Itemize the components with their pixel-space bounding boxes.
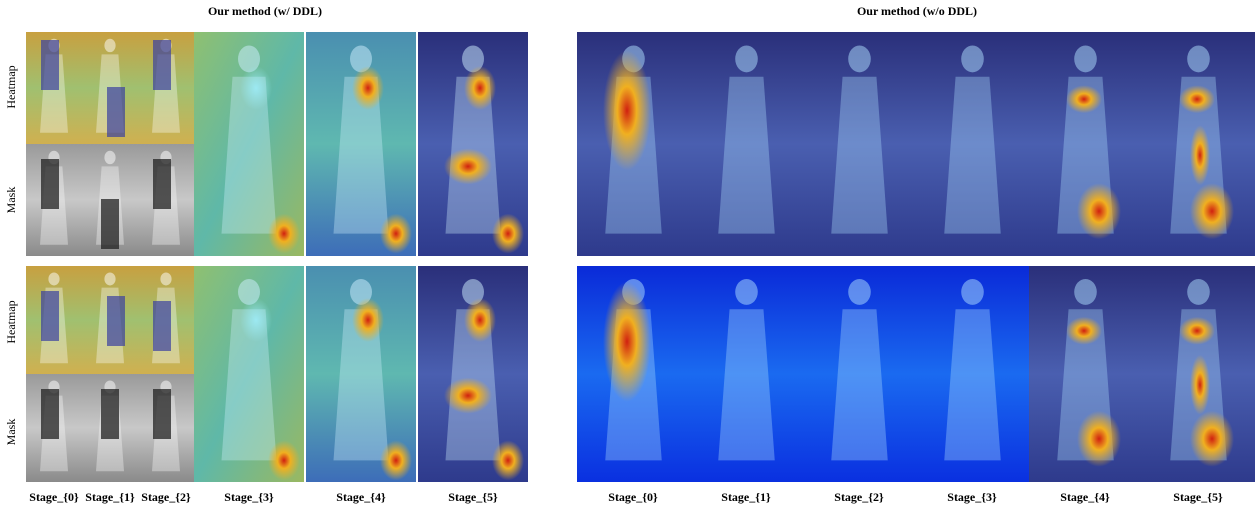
figure-shape: [104, 151, 115, 164]
masked-region: [107, 87, 125, 137]
stage-label: Stage_{4}: [1060, 490, 1110, 504]
heat-spot: [1190, 183, 1234, 239]
figure-shape: [961, 45, 984, 72]
figure-shape: [961, 279, 984, 305]
stage-label: Stage_{2}: [141, 490, 191, 504]
heat-spot: [1190, 355, 1210, 415]
heat-spot: [268, 214, 300, 254]
stage-label: Stage_{3}: [947, 490, 997, 504]
masked-region: [153, 301, 171, 351]
stage-label: Stage_{1}: [721, 490, 771, 504]
figure-shape: [1074, 279, 1097, 305]
heat-spot: [240, 66, 272, 110]
heat-spot: [1179, 85, 1215, 113]
heat-spot: [1179, 317, 1215, 345]
heat-spot: [380, 214, 412, 254]
heat-spot: [1190, 411, 1234, 467]
mask-region: [153, 159, 171, 209]
heat-spot: [240, 298, 272, 342]
mask-region: [41, 159, 59, 209]
figure-shape: [848, 279, 871, 305]
heat-spot: [464, 298, 496, 342]
stage-label: Stage_{2}: [834, 490, 884, 504]
row-label: Heatmap: [4, 65, 18, 108]
row-label: Heatmap: [4, 300, 18, 343]
heat-spot: [1077, 411, 1121, 467]
stage-label: Stage_{1}: [85, 490, 135, 504]
heat-spot: [603, 282, 651, 402]
heat-spot: [1190, 125, 1210, 185]
panel-title: Our method (w/ DDL): [208, 4, 322, 18]
stage-label: Stage_{5}: [448, 490, 498, 504]
heat-spot: [352, 66, 384, 110]
heat-spot: [1066, 317, 1102, 345]
mask-region: [101, 389, 119, 439]
stage-label: Stage_{5}: [1173, 490, 1223, 504]
heat-spot: [603, 50, 651, 170]
row-label: Mask: [4, 187, 18, 214]
heat-spot: [492, 440, 524, 480]
figure-shape: [1187, 45, 1210, 72]
row-label: Mask: [4, 419, 18, 446]
figure-shape: [1187, 279, 1210, 305]
masked-region: [41, 291, 59, 341]
mask-region: [101, 199, 119, 249]
figure-shape: [48, 272, 59, 285]
figure-shape: [735, 279, 758, 305]
figure: Our method (w/ DDL) Our method (w/o DDL)…: [0, 0, 1257, 513]
masked-region: [153, 40, 171, 90]
stage-label: Stage_{0}: [29, 490, 79, 504]
figure-shape: [160, 272, 171, 285]
stage-label: Stage_{4}: [336, 490, 386, 504]
stage-label: Stage_{3}: [224, 490, 274, 504]
figure-shape: [848, 45, 871, 72]
heat-spot: [464, 66, 496, 110]
heat-spot: [268, 440, 300, 480]
mask-region: [41, 389, 59, 439]
figure-shape: [1074, 45, 1097, 72]
masked-region: [41, 40, 59, 90]
figure-shape: [104, 272, 115, 285]
heat-spot: [352, 298, 384, 342]
panel-title: Our method (w/o DDL): [857, 4, 977, 18]
stage-label: Stage_{0}: [608, 490, 658, 504]
figure-shape: [735, 45, 758, 72]
heat-spot: [492, 214, 524, 254]
mask-region: [153, 389, 171, 439]
heat-spot: [444, 148, 492, 184]
figure-shape: [104, 39, 115, 52]
masked-region: [107, 296, 125, 346]
heat-spot: [380, 440, 412, 480]
heat-spot: [444, 378, 492, 414]
heat-spot: [1077, 183, 1121, 239]
heat-spot: [1066, 85, 1102, 113]
